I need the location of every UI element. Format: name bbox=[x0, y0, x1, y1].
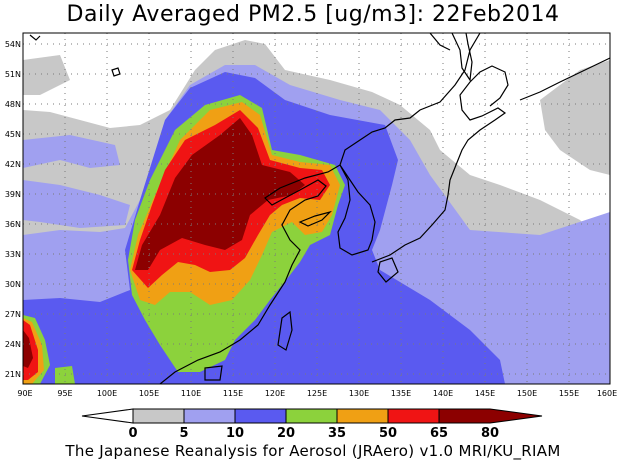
color-legend bbox=[81, 408, 543, 424]
field-darkred-sw bbox=[23, 330, 33, 368]
lat-label-24n: 24N bbox=[5, 340, 21, 349]
coastline-korea bbox=[337, 164, 376, 256]
credit-line: The Japanese Reanalysis for Aerosol (JRA… bbox=[65, 442, 561, 460]
lon-label-140e: 140E bbox=[433, 389, 453, 398]
coastline-hainan bbox=[204, 365, 223, 381]
legend-label-50: 50 bbox=[379, 426, 397, 441]
lat-label-27n: 27N bbox=[5, 310, 21, 319]
lon-label-110e: 110E bbox=[181, 389, 201, 398]
lat-label-54n: 54N bbox=[5, 40, 21, 49]
coastlines bbox=[29, 33, 610, 384]
legend-swatch-blue bbox=[234, 408, 287, 424]
legend-label-10: 10 bbox=[226, 426, 244, 441]
lon-label-100e: 100E bbox=[97, 389, 117, 398]
coastline-lake-nw bbox=[29, 34, 41, 41]
field-gray-nw bbox=[23, 55, 70, 95]
legend-swatch-orange bbox=[336, 408, 389, 424]
lon-label-125e: 125E bbox=[307, 389, 327, 398]
coastline-japan bbox=[371, 65, 509, 263]
legend-swatch-gray bbox=[132, 408, 185, 424]
coastline-shandong bbox=[298, 210, 333, 227]
coastline-kuril bbox=[519, 57, 610, 101]
lat-label-33n: 33N bbox=[5, 250, 21, 259]
lat-label-48n: 48N bbox=[5, 100, 21, 109]
lon-label-95e: 95E bbox=[57, 389, 72, 398]
lat-label-36n: 36N bbox=[5, 220, 21, 229]
coastline-lake-baikal bbox=[111, 67, 121, 77]
lon-label-155e: 155E bbox=[559, 389, 579, 398]
lon-label-120e: 120E bbox=[265, 389, 285, 398]
legend-swatch-darkred bbox=[438, 408, 543, 424]
legend-label-35: 35 bbox=[328, 426, 346, 441]
field-lightblue-mid bbox=[23, 180, 130, 228]
lat-label-30n: 30N bbox=[5, 280, 21, 289]
lon-label-160e: 160E bbox=[597, 389, 617, 398]
lon-label-130e: 130E bbox=[349, 389, 369, 398]
legend-label-20: 20 bbox=[277, 426, 295, 441]
concentration-fields bbox=[23, 40, 610, 384]
field-lightblue-nw bbox=[23, 135, 120, 168]
legend-label-5: 5 bbox=[179, 426, 188, 441]
coastline-taiwan bbox=[277, 310, 293, 351]
legend-swatch-red bbox=[387, 408, 440, 424]
legend-label-80: 80 bbox=[481, 426, 499, 441]
lon-label-145e: 145E bbox=[475, 389, 495, 398]
legend-label-0: 0 bbox=[128, 426, 137, 441]
map-frame bbox=[22, 32, 611, 385]
lon-label-135e: 135E bbox=[391, 389, 411, 398]
lat-labels: 21N 24N 27N 30N 33N 36N 39N 42N 45N 48N … bbox=[5, 40, 21, 379]
lat-label-21n: 21N bbox=[5, 370, 21, 379]
legend-labels: 0 5 10 20 35 50 65 80 bbox=[128, 426, 499, 441]
legend-swatch-lightblue bbox=[183, 408, 236, 424]
legend-swatch-green bbox=[285, 408, 338, 424]
map-title: Daily Averaged PM2.5 [ug/m3]: 22Feb2014 bbox=[66, 2, 560, 27]
field-darkred-80 bbox=[135, 118, 305, 270]
lon-labels: 90E 95E 100E 105E 110E 115E 120E 125E 13… bbox=[17, 389, 617, 398]
lat-label-45n: 45N bbox=[5, 130, 21, 139]
field-blue-east bbox=[320, 320, 470, 350]
lon-label-90e: 90E bbox=[17, 389, 32, 398]
lat-label-42n: 42N bbox=[5, 160, 21, 169]
lon-label-105e: 105E bbox=[139, 389, 159, 398]
legend-label-65: 65 bbox=[430, 426, 448, 441]
coastline-okhotsk bbox=[429, 33, 451, 51]
legend-swatch-white bbox=[81, 408, 134, 424]
field-gray-ne bbox=[540, 60, 610, 175]
coastline-mainland bbox=[159, 33, 481, 384]
coastline-sakhalin bbox=[451, 33, 473, 82]
lon-label-150e: 150E bbox=[517, 389, 537, 398]
lat-label-39n: 39N bbox=[5, 190, 21, 199]
coastline-kyushu bbox=[377, 257, 399, 283]
lon-label-115e: 115E bbox=[223, 389, 243, 398]
lat-label-51n: 51N bbox=[5, 70, 21, 79]
